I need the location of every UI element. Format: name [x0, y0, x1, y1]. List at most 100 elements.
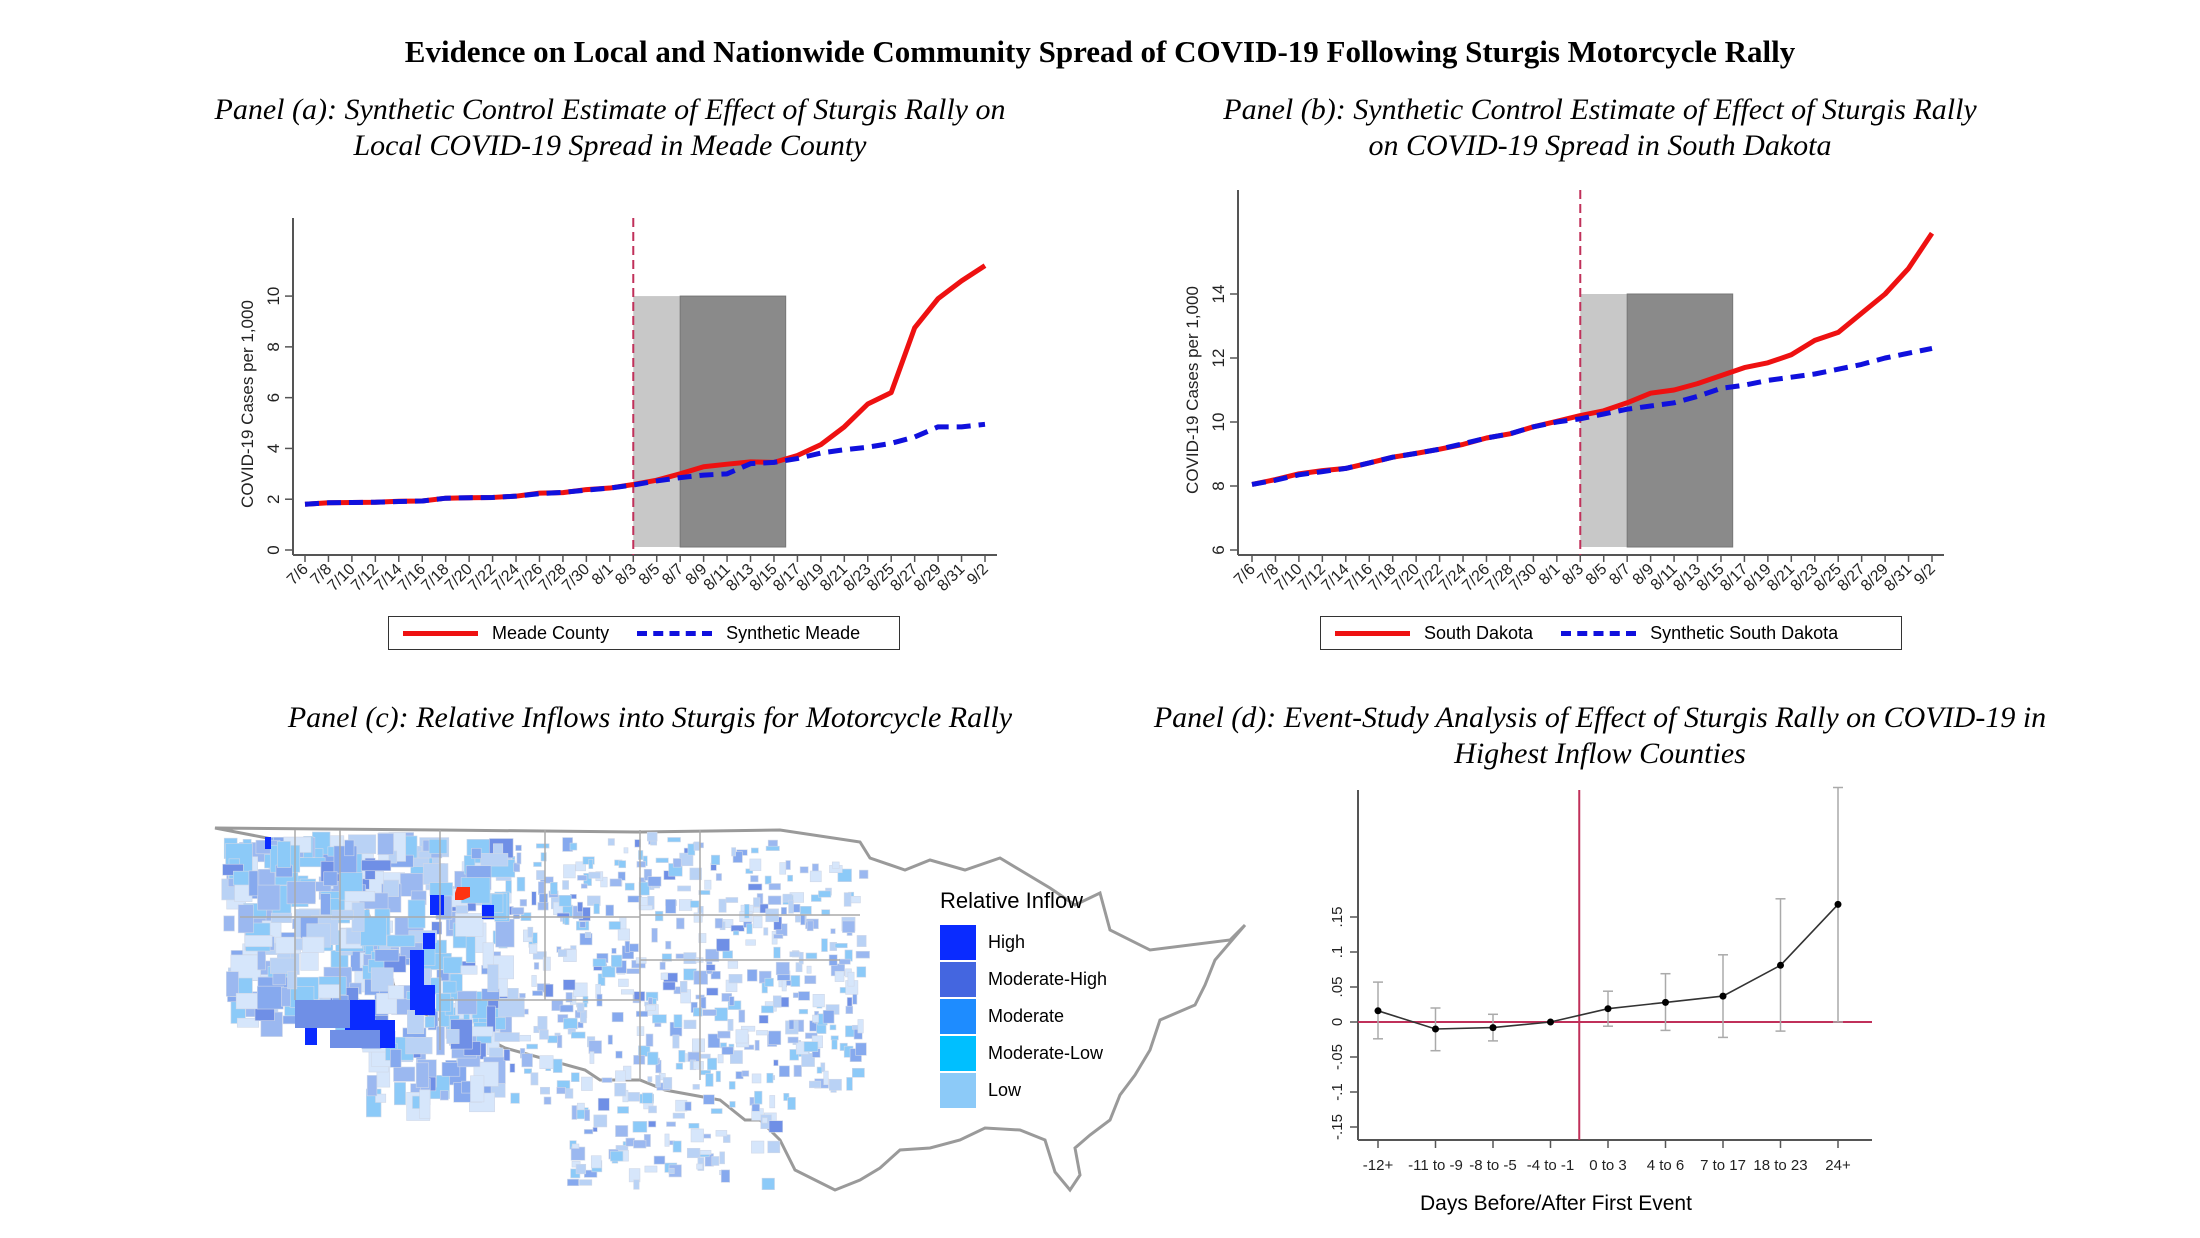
county — [624, 882, 635, 891]
county — [852, 1067, 865, 1078]
county — [648, 1105, 657, 1114]
county — [845, 1005, 854, 1014]
county — [727, 1000, 742, 1010]
county — [435, 993, 452, 1012]
county — [593, 903, 600, 915]
county — [617, 1106, 629, 1114]
county — [717, 1054, 724, 1064]
county — [746, 923, 753, 935]
county — [676, 917, 685, 930]
county — [277, 841, 291, 868]
county — [661, 953, 672, 962]
county — [539, 1029, 549, 1040]
county — [559, 1004, 574, 1013]
county — [633, 1055, 646, 1065]
county — [672, 1112, 685, 1119]
county — [320, 893, 331, 916]
county — [611, 947, 617, 954]
county — [693, 841, 700, 851]
county — [244, 935, 273, 947]
y-tick-label: 10 — [1209, 413, 1228, 432]
county — [387, 985, 405, 1000]
county — [664, 1133, 670, 1147]
county — [686, 1147, 701, 1159]
y-tick-label: .1 — [1329, 946, 1346, 959]
county — [655, 1075, 661, 1088]
y-tick-label: -.15 — [1329, 1114, 1346, 1140]
x-tick-label: -11 to -9 — [1408, 1157, 1463, 1174]
county — [805, 952, 818, 960]
county — [745, 868, 754, 874]
map-legend-item: Moderate — [940, 998, 1200, 1035]
county — [562, 880, 569, 890]
county — [645, 1004, 656, 1011]
estimate-point — [1432, 1025, 1439, 1033]
county — [811, 894, 822, 902]
county — [608, 921, 621, 930]
county — [570, 1146, 586, 1161]
county — [856, 966, 867, 978]
county — [471, 847, 482, 859]
county — [849, 896, 861, 904]
county — [590, 1155, 602, 1169]
county — [615, 1050, 623, 1059]
county — [754, 1039, 760, 1051]
county — [660, 972, 669, 980]
county — [540, 876, 554, 884]
county — [556, 1087, 566, 1095]
x-tick-label: 7/30 — [1506, 561, 1540, 595]
panel-d-chart: -.15 -.1 -.05 0 .05 .1 .15 -12+ -11 to -9 -8 to -… — [1329, 786, 1872, 1174]
county — [792, 903, 801, 913]
y-tick-label: .15 — [1329, 907, 1346, 928]
map-legend-swatch — [940, 962, 976, 997]
county — [717, 1030, 731, 1039]
map-legend-item: Moderate-Low — [940, 1035, 1200, 1072]
county — [563, 1017, 578, 1030]
county — [331, 909, 354, 921]
county — [573, 982, 588, 997]
county — [552, 1058, 563, 1073]
county — [390, 1049, 402, 1068]
county — [223, 915, 235, 932]
county — [831, 861, 840, 869]
x-tick-label: 8/3 — [612, 561, 640, 589]
county — [761, 1005, 774, 1014]
map-legend-item: Low — [940, 1072, 1200, 1109]
map-legend-swatch — [940, 925, 976, 960]
panel-d-title-line1: Panel (d): Event-Study Analysis of Effec… — [1153, 701, 2047, 734]
county-moderate-high-inflow — [355, 1030, 380, 1048]
map-legend-item: Moderate-High — [940, 961, 1200, 998]
county — [537, 902, 549, 911]
county — [571, 1072, 580, 1083]
legend-line-solid-red — [1335, 630, 1410, 636]
county — [563, 864, 576, 879]
county — [510, 1092, 520, 1104]
county — [361, 859, 392, 872]
county — [639, 905, 653, 911]
y-tick-label: 12 — [1209, 349, 1228, 368]
county — [767, 839, 778, 848]
county — [700, 996, 707, 1009]
x-tick-label: 8/5 — [1583, 561, 1611, 589]
county — [662, 1077, 673, 1090]
county — [772, 995, 782, 1008]
county — [725, 897, 739, 903]
y-tick-label: .05 — [1329, 977, 1346, 998]
county — [523, 1068, 532, 1074]
county — [735, 1029, 749, 1044]
county — [626, 968, 640, 974]
county — [611, 1012, 624, 1023]
county — [236, 1017, 260, 1028]
county — [780, 907, 787, 915]
county — [576, 1102, 585, 1111]
county — [533, 962, 540, 970]
x-tick-label: 7 to 17 — [1700, 1157, 1746, 1174]
county — [318, 984, 340, 999]
county — [715, 1070, 721, 1083]
county — [344, 891, 376, 902]
county — [818, 890, 832, 898]
county — [785, 860, 791, 870]
county — [828, 1078, 842, 1091]
map-legend-swatch — [940, 1073, 976, 1108]
legend-item-meade-county: Meade County — [403, 623, 609, 644]
